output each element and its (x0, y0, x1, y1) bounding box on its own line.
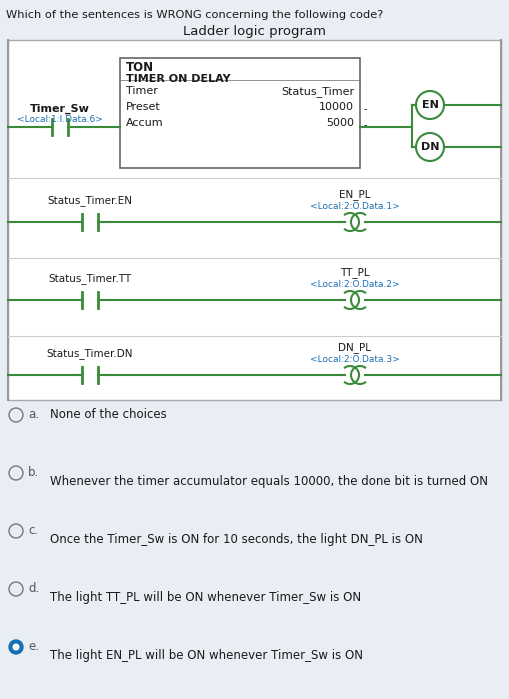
Text: b.: b. (28, 466, 39, 480)
Text: Which of the sentences is WRONG concerning the following code?: Which of the sentences is WRONG concerni… (6, 10, 383, 20)
Text: EN: EN (421, 100, 438, 110)
Text: Status_Timer.DN: Status_Timer.DN (47, 348, 133, 359)
Text: c.: c. (28, 524, 38, 538)
Text: Accum: Accum (126, 118, 163, 128)
Text: None of the choices: None of the choices (50, 408, 167, 421)
Text: 10000: 10000 (319, 102, 354, 112)
Text: Ladder logic program: Ladder logic program (183, 25, 326, 38)
Text: -: - (364, 120, 367, 130)
Circle shape (9, 640, 23, 654)
Text: Status_Timer.EN: Status_Timer.EN (47, 195, 132, 206)
Text: Status_Timer: Status_Timer (281, 86, 354, 97)
Text: Timer_Sw: Timer_Sw (30, 104, 90, 114)
Text: TIMER ON DELAY: TIMER ON DELAY (126, 74, 231, 84)
Text: TON: TON (126, 61, 154, 74)
Bar (8, 40, 501, 400)
Text: d.: d. (28, 582, 39, 596)
Bar (120, 58, 360, 168)
Text: The light EN_PL will be ON whenever Timer_Sw is ON: The light EN_PL will be ON whenever Time… (50, 649, 363, 661)
Text: <Local:2:O.Data.2>: <Local:2:O.Data.2> (310, 280, 400, 289)
Text: Timer: Timer (126, 86, 158, 96)
Text: Whenever the timer accumulator equals 10000, the done bit is turned ON: Whenever the timer accumulator equals 10… (50, 475, 488, 487)
Text: <Local:2:O.Data.3>: <Local:2:O.Data.3> (310, 355, 400, 364)
Text: EN_PL: EN_PL (340, 189, 371, 200)
Text: -: - (364, 104, 367, 114)
Circle shape (13, 644, 19, 651)
Text: Preset: Preset (126, 102, 161, 112)
Text: Status_Timer.TT: Status_Timer.TT (48, 273, 131, 284)
Text: a.: a. (28, 408, 39, 421)
Text: DN_PL: DN_PL (338, 342, 372, 353)
Text: DN: DN (421, 142, 439, 152)
Text: 5000: 5000 (326, 118, 354, 128)
Text: The light TT_PL will be ON whenever Timer_Sw is ON: The light TT_PL will be ON whenever Time… (50, 591, 361, 603)
Text: TT_PL: TT_PL (340, 267, 370, 278)
Text: Once the Timer_Sw is ON for 10 seconds, the light DN_PL is ON: Once the Timer_Sw is ON for 10 seconds, … (50, 533, 423, 545)
Text: <Local:1:I.Data.6>: <Local:1:I.Data.6> (17, 115, 103, 124)
Text: e.: e. (28, 640, 39, 654)
Text: <Local:2:O.Data.1>: <Local:2:O.Data.1> (310, 202, 400, 211)
